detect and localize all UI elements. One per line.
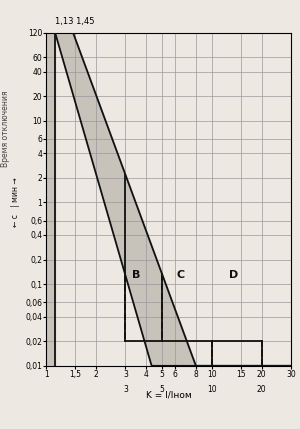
Text: 1,13 1,45: 1,13 1,45	[55, 17, 94, 26]
Text: B: B	[132, 270, 141, 280]
X-axis label: K = I/Iном: K = I/Iном	[146, 390, 191, 399]
Text: Время отключения: Время отключения	[2, 91, 10, 167]
Text: C: C	[177, 270, 185, 280]
Text: D: D	[229, 270, 238, 280]
Text: 3: 3	[123, 385, 128, 394]
Text: 10: 10	[207, 385, 217, 394]
Text: 20: 20	[257, 385, 267, 394]
Text: 5: 5	[160, 385, 164, 394]
Text: ← с   | мин →: ← с | мин →	[11, 177, 20, 227]
